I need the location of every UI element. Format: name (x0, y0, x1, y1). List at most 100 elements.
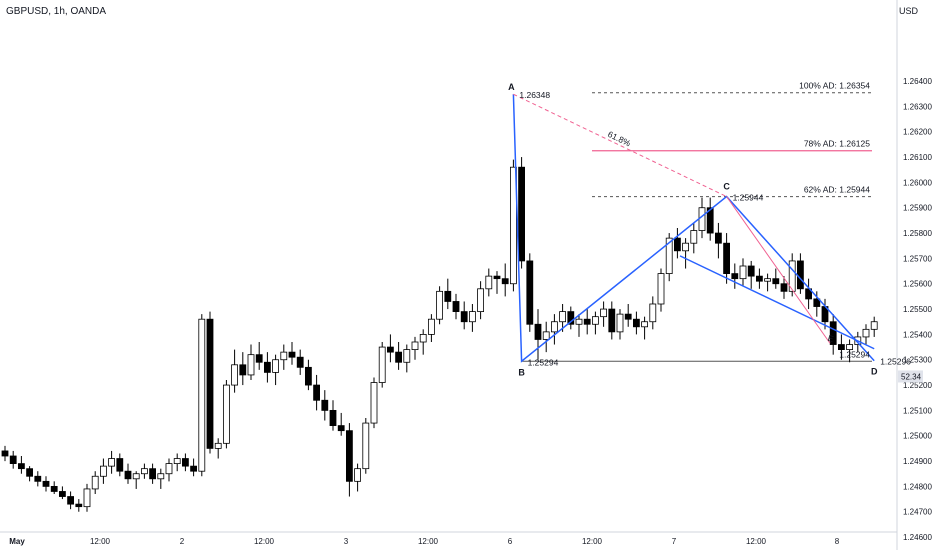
y-tick-label: 1.25400 (903, 330, 932, 339)
candle-body (9, 455, 17, 464)
level-label: 1.25294 (839, 349, 870, 359)
y-tick-label: 1.26300 (903, 102, 932, 111)
candle-body (518, 166, 525, 262)
candle-body (329, 409, 337, 426)
candle-body (116, 458, 124, 472)
candle-body (772, 278, 780, 285)
candle-body (747, 265, 755, 277)
y-tick-label: 1.25100 (903, 406, 932, 415)
candle-body (460, 311, 468, 323)
candle-body (706, 207, 714, 234)
candle-body (739, 265, 747, 280)
x-tick-label: 12:00 (582, 537, 603, 546)
y-tick-label: 1.26200 (903, 128, 932, 137)
candle-body (862, 328, 870, 338)
candle-body (690, 230, 698, 244)
candle-body (386, 346, 394, 353)
y-tick-label: 1.25800 (903, 229, 932, 238)
pattern-abcd-line (512, 94, 875, 363)
candle-body (592, 316, 599, 325)
candle-body (797, 260, 804, 290)
x-tick-label: 6 (508, 537, 513, 546)
candle-body (715, 232, 722, 244)
candle-body (551, 321, 558, 333)
candle-body (272, 359, 280, 373)
candle-body (444, 290, 452, 302)
x-tick-label: May (9, 537, 25, 546)
x-tick-label: 3 (344, 537, 349, 546)
current-price-label: 52.34 (901, 372, 922, 381)
candle-body (870, 321, 878, 330)
candle-body (624, 313, 632, 320)
y-tick-label: 1.25600 (903, 280, 932, 289)
y-tick-label: 1.24700 (903, 508, 932, 517)
candle-body (403, 349, 411, 363)
candle-body (214, 442, 222, 449)
candle-body (206, 318, 214, 449)
candle-body (427, 318, 435, 335)
point-b-label: B (518, 367, 525, 377)
candle-body (608, 308, 616, 333)
candle-body (280, 351, 288, 361)
candle-body (419, 333, 427, 343)
ac-retracement-line (513, 93, 727, 198)
x-tick-label: 12:00 (254, 537, 275, 546)
candle-body (575, 318, 583, 325)
point-d-label: D (871, 367, 878, 377)
extension-e-label: E (827, 333, 835, 344)
x-tick-label: 12:00 (90, 537, 111, 546)
x-tick-label: 8 (835, 537, 840, 546)
pattern-cd-channel (679, 255, 875, 350)
candle-body (731, 273, 739, 280)
candle-body (157, 473, 165, 480)
candle-body (477, 288, 485, 312)
y-tick-label: 1.25900 (903, 204, 932, 213)
candle-body (485, 275, 493, 290)
point-b-value: 1.25294 (528, 357, 559, 367)
candle-body (91, 475, 99, 490)
candle-body (657, 273, 665, 305)
x-tick-label: 7 (672, 537, 677, 546)
y-tick-label: 1.24800 (903, 482, 932, 491)
y-tick-label: 1.25200 (903, 381, 932, 390)
y-tick-label: 1.25000 (903, 432, 932, 441)
candle-body (231, 364, 239, 386)
level-label: 78% AD: 1.26125 (804, 139, 870, 149)
candle-body (838, 344, 845, 350)
candle-body (173, 458, 181, 464)
candle-body (337, 425, 345, 432)
candle-body (534, 323, 542, 340)
candle-body (682, 242, 689, 252)
candle-body (345, 430, 353, 482)
x-tick-label: 12:00 (746, 537, 767, 546)
candle-body (411, 341, 419, 350)
candle-body (756, 275, 763, 282)
candle-body (198, 318, 206, 472)
candle-body (321, 399, 329, 411)
x-tick-label: 12:00 (418, 537, 439, 546)
candle-body (501, 278, 509, 285)
candle-body (633, 318, 640, 328)
candle-body (362, 422, 370, 470)
point-c-value: 1.25944 (733, 193, 764, 203)
candle-body (124, 470, 132, 480)
level-label: 62% AD: 1.25944 (804, 185, 870, 195)
candlesticks (1, 157, 878, 512)
ac-ratio-label: 61.8% (606, 129, 632, 149)
level-lines (521, 92, 872, 362)
candle-body (567, 311, 575, 325)
candle-body (829, 321, 837, 345)
y-tick-label: 1.26400 (903, 77, 932, 86)
candle-body (222, 384, 230, 444)
candle-body (583, 318, 591, 325)
candle-body (50, 485, 58, 492)
candle-body (452, 301, 460, 313)
y-tick-label: 1.25700 (903, 254, 932, 263)
candle-body (665, 237, 673, 274)
candle-body (641, 321, 648, 328)
candle-body (509, 166, 517, 285)
candle-body (304, 366, 312, 386)
candle-body (34, 475, 42, 482)
candle-body (17, 463, 25, 470)
